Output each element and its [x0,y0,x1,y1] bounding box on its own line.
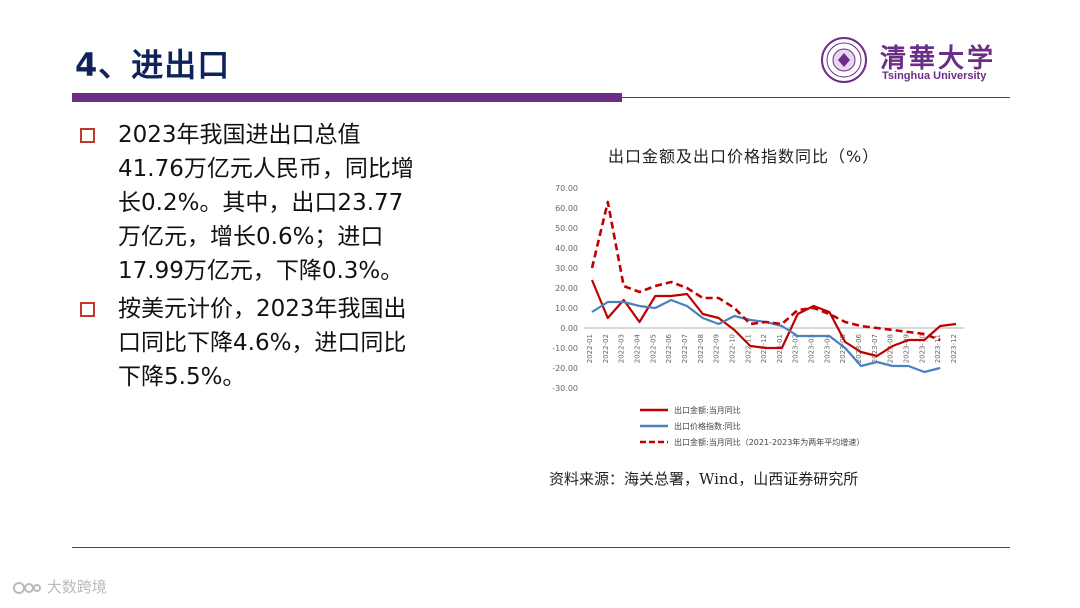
logo-chinese-name: 清華大学 [880,44,997,74]
x-tick-label: 2023-05 [839,334,847,363]
bullet-text: 按美元计价，2023年我国出口同比下降4.6%，进口同比下降5.5%。 [118,296,407,390]
series-line-1 [590,279,957,358]
x-tick-label: 2023-03 [808,334,816,363]
y-tick-label: 20.00 [555,284,578,293]
source-note: 资料来源：海关总署，Wind，山西证券研究所 [549,470,859,488]
y-tick-label: 0.00 [560,324,578,333]
x-tick-label: 2023-11 [934,334,942,363]
bullet-list: 2023年我国进出口总值41.76万亿元人民币，同比增长0.2%。其中，出口23… [78,118,418,398]
y-tick-label: -20.00 [552,364,578,373]
x-tick-label: 2023-06 [855,333,863,363]
x-tick-label: 2022-07 [681,334,689,363]
chart-svg: 70.00 60.00 50.00 40.00 30.00 20.00 10.00 0.00 -… [552,184,964,447]
y-tick-label: 70.00 [555,184,578,193]
legend-label: 出口价格指数:同比 [674,421,741,431]
x-tick-label: 2023-10 [918,334,926,363]
x-tick-label: 2022-08 [697,334,705,363]
x-tick-label: 2022-10 [728,334,736,363]
watermark-logo-icon [13,581,41,594]
y-tick-label: 60.00 [555,204,578,213]
bullet-item: 按美元计价，2023年我国出口同比下降4.6%，进口同比下降5.5%。 [78,292,418,394]
tsinghua-seal-icon [821,37,867,83]
x-tick-label: 2023-09 [903,334,911,363]
bullet-text: 2023年我国进出口总值41.76万亿元人民币，同比增长0.2%。其中，出口23… [118,122,414,284]
page-title: 4、进出口 [75,46,231,84]
y-tick-label: 10.00 [555,304,578,313]
watermark: 大数跨境 [12,576,107,597]
chart-title: 出口金额及出口价格指数同比（%） [608,147,880,166]
y-tick-label: -30.00 [552,384,578,393]
x-tick-label: 2023-07 [871,334,879,363]
x-tick-label: 2022-04 [633,333,641,363]
x-tick-label: 2022-02 [602,334,610,363]
x-tick-label: 2023-08 [887,334,895,363]
series-line-3 [590,200,941,342]
x-tick-label: 2022-03 [618,334,626,363]
y-tick-label: 30.00 [555,264,578,273]
watermark-text: 大数跨境 [46,578,107,596]
legend-label: 出口金额:当月同比 [674,405,741,415]
x-tick-label: 2022-06 [665,333,673,363]
title-underline-rule [622,97,1010,98]
y-tick-label: 40.00 [555,244,578,253]
export-chart: 70.00 60.00 50.00 40.00 30.00 20.00 10.00 0.00 -… [532,178,972,468]
x-tick-label: 2022-05 [649,334,657,363]
bullet-item: 2023年我国进出口总值41.76万亿元人民币，同比增长0.2%。其中，出口23… [78,118,418,288]
x-tick-label: 2023-12 [950,334,958,363]
x-tick-label: 2022-11 [744,334,752,363]
title-underline-bar [72,93,622,102]
logo-english-name: Tsinghua University [882,70,987,82]
bullet-square-icon [80,128,95,143]
bullet-square-icon [80,302,95,317]
y-tick-label: -10.00 [552,344,578,353]
x-tick-label: 2022-09 [713,334,721,363]
legend-label: 出口金额:当月同比（2021-2023年为两年平均增速） [674,437,864,447]
y-tick-label: 50.00 [555,224,578,233]
x-tick-label: 2023-04 [823,333,831,363]
x-tick-label: 2023-02 [792,334,800,363]
tsinghua-logo: 清華大学 Tsinghua University [820,36,1020,86]
bottom-rule [72,547,1010,548]
x-tick-label: 2022-01 [586,334,594,363]
